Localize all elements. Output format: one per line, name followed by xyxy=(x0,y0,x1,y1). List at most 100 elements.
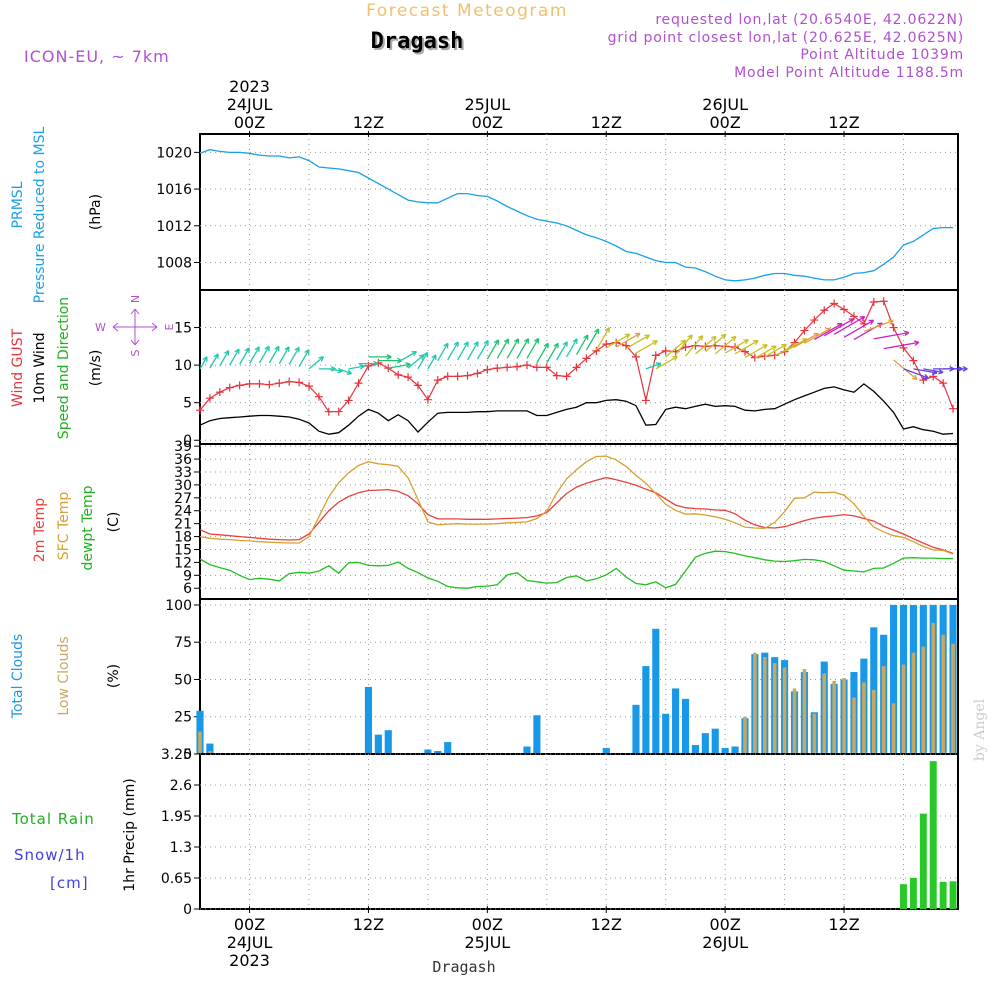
low-cloud-bar xyxy=(941,634,945,754)
wind-arrow-head xyxy=(533,337,540,344)
gust-marker xyxy=(423,395,432,404)
wind-arrow xyxy=(843,319,874,338)
wind-arrow xyxy=(288,346,300,365)
model-label: ICON-EU, ~ 7km xyxy=(24,47,170,66)
wind-arrow-head xyxy=(711,335,717,342)
low-cloud-bar xyxy=(951,643,955,754)
axis-label-pressure-msl: Pressure Reduced to MSL xyxy=(32,126,48,303)
wind-arrow xyxy=(338,368,352,375)
wind-arrow xyxy=(903,368,929,379)
wind-arrow-head xyxy=(562,341,568,347)
total-cloud-bar xyxy=(691,745,699,754)
gust-marker xyxy=(433,376,442,385)
wind-arrow-head xyxy=(743,339,749,345)
low-cloud-bar xyxy=(842,677,846,754)
wind-arrow xyxy=(615,332,641,348)
wind-arrow-head xyxy=(697,335,704,341)
ytick-label-temperature: 24 xyxy=(174,504,192,520)
rain-bar xyxy=(909,878,917,909)
gust-marker xyxy=(641,396,650,405)
total-cloud-bar xyxy=(602,748,610,754)
gust-marker xyxy=(651,351,660,360)
gust-marker xyxy=(404,373,413,382)
wind-arrow xyxy=(804,327,831,344)
pressure-line xyxy=(199,148,953,282)
ytick-label-temperature: 33 xyxy=(174,465,192,481)
axis-label-dewpt: dewpt Temp xyxy=(80,485,96,570)
wind-arrow xyxy=(447,341,459,361)
wind-arrow xyxy=(298,349,310,367)
wind-arrow-head xyxy=(624,333,631,339)
bottom-time-label: 12Z xyxy=(591,915,622,934)
axis-label-hpa: (hPa) xyxy=(88,194,104,230)
ytick-label-pressure: 1016 xyxy=(156,182,192,198)
gust-marker xyxy=(394,370,403,379)
gust-marker xyxy=(592,346,601,355)
low-cloud-bar xyxy=(852,697,856,754)
gust-marker xyxy=(879,297,888,306)
gust-marker xyxy=(889,323,898,332)
low-cloud-bar xyxy=(911,652,916,754)
gust-marker xyxy=(582,354,591,363)
ytick-label-temperature: 15 xyxy=(174,542,192,558)
wind-arrow-head xyxy=(224,350,230,356)
wind-arrow-head xyxy=(523,338,530,344)
wind-arrow-head xyxy=(264,345,270,352)
rain-bar xyxy=(900,884,907,909)
gust-marker xyxy=(413,381,422,390)
ytick-label-clouds: 50 xyxy=(174,672,192,688)
ytick-label-pressure: 1012 xyxy=(156,219,192,235)
total-cloud-bar xyxy=(384,730,392,754)
gust-marker xyxy=(304,382,313,391)
total-cloud-bar xyxy=(890,604,898,754)
wind-arrow-head xyxy=(503,338,510,344)
wind-arrow-head xyxy=(644,334,650,340)
gust-marker xyxy=(295,378,304,387)
gust-marker xyxy=(949,404,958,413)
wind-arrow-head xyxy=(443,342,449,349)
top-time-label: 12Z xyxy=(591,113,622,132)
panel-frame-pressure xyxy=(199,133,959,291)
bottom-time-label: 2023 xyxy=(229,951,270,970)
wind-arrow-head xyxy=(418,354,425,360)
axis-label-sfc-temp: SFC Temp xyxy=(56,492,72,561)
wind-arrow xyxy=(823,318,854,337)
low-cloud-bar xyxy=(812,713,817,754)
gust-marker xyxy=(463,371,472,380)
wind-arrow-head xyxy=(652,340,658,346)
wind-arrow-head xyxy=(962,366,968,372)
wind-arrow xyxy=(714,336,737,355)
ytick-label-clouds: 100 xyxy=(165,598,192,614)
gust-marker xyxy=(572,363,581,372)
wind-arrow xyxy=(685,335,704,357)
gust-marker xyxy=(840,305,849,314)
axis-label-total-rain: Total Rain xyxy=(11,810,95,828)
wind-arrow xyxy=(873,332,909,340)
wind-arrow-head xyxy=(634,332,641,338)
total-cloud-bar xyxy=(731,746,739,754)
wind-arrow xyxy=(417,352,429,370)
bottom-time-label: 25JUL xyxy=(464,933,510,952)
gust-marker xyxy=(314,392,323,401)
ytick-label-wind: 10 xyxy=(174,358,192,374)
wind-arrow xyxy=(457,341,469,361)
wind-arrow xyxy=(794,332,819,348)
wind-arrow xyxy=(258,345,270,364)
wind-arrow-head xyxy=(848,318,855,324)
gust-marker xyxy=(849,312,858,321)
ytick-label-pressure: 1008 xyxy=(156,255,192,271)
axis-label-10m-wind: 10m Wind xyxy=(32,332,48,403)
low-cloud-bar xyxy=(921,646,926,754)
wind-arrow-head xyxy=(859,316,866,322)
top-time-label: 12Z xyxy=(828,113,859,132)
ytick-label-clouds: 25 xyxy=(174,710,192,726)
gust-marker xyxy=(750,353,759,362)
wind-arrow-head xyxy=(202,356,208,362)
ytick-label-precip: 2.6 xyxy=(170,778,192,794)
gust-marker xyxy=(215,388,224,397)
axis-label-cm: [cm] xyxy=(50,874,89,892)
wind-arrow xyxy=(913,368,938,374)
ytick-label-temperature: 27 xyxy=(174,491,192,507)
low-cloud-bar xyxy=(862,682,866,754)
